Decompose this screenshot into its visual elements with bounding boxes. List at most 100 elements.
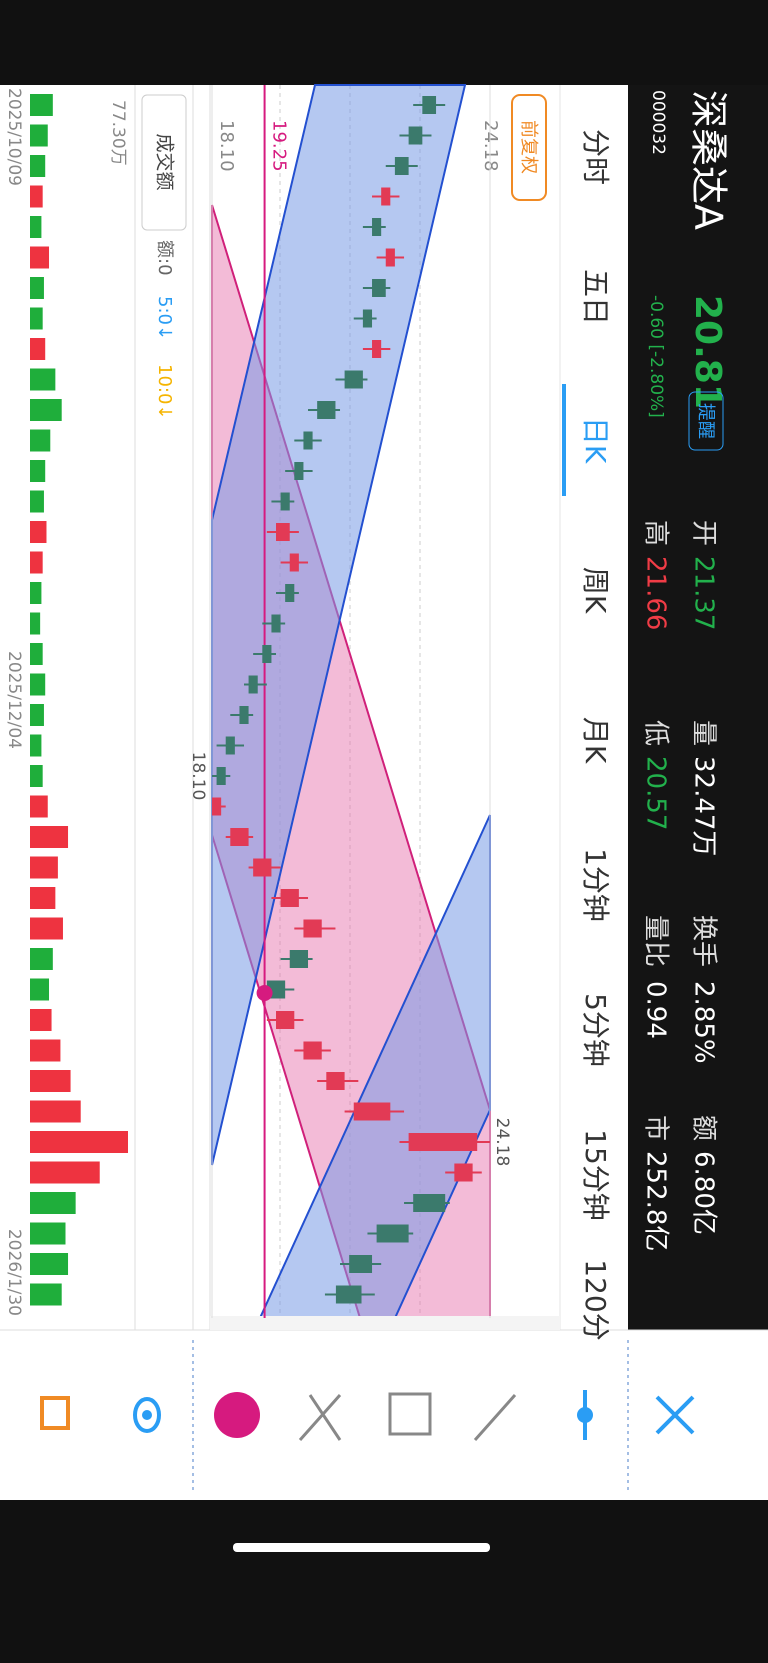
stat-value: 252.8亿 <box>641 1151 671 1251</box>
volume-bar <box>30 490 44 513</box>
candle-body <box>408 126 423 145</box>
stat-value: 21.66 <box>641 556 671 630</box>
volume-bar <box>29 185 43 208</box>
stat-label: 市 <box>641 1115 671 1141</box>
indicator-label[interactable]: 成交额 <box>154 133 176 190</box>
volume-bar <box>29 1100 81 1123</box>
volume-bar <box>30 216 42 238</box>
volume-bar <box>29 673 46 696</box>
date-label: 2026/1/30 <box>4 1229 24 1316</box>
eye-icon[interactable] <box>133 1397 161 1433</box>
anchor-dot[interactable] <box>256 985 273 1001</box>
stat-value: 6.80亿 <box>689 1151 719 1235</box>
volume-bar <box>30 734 42 757</box>
candle-body <box>303 919 322 938</box>
line-tool-icon[interactable] <box>473 1394 517 1441</box>
candle-body <box>239 706 249 724</box>
alert-button[interactable] <box>688 391 724 451</box>
volume-bar <box>29 643 43 665</box>
candle-body <box>372 279 386 297</box>
toolbar-icons <box>40 1340 695 1490</box>
candle-body <box>262 645 272 663</box>
tab[interactable]: 分时 <box>579 129 612 185</box>
stat-label: 低 <box>641 720 671 746</box>
adjust-button[interactable] <box>511 94 547 201</box>
volume-bar <box>30 582 42 604</box>
eye-pupil <box>142 1410 152 1420</box>
volume-bar <box>29 917 63 940</box>
stat-value: 2.85% <box>689 981 719 1064</box>
volume-bar <box>30 1192 76 1214</box>
date-label: 2025/10/09 <box>4 88 24 186</box>
parallel-tool-icon[interactable] <box>298 1394 342 1441</box>
adjust-label[interactable]: 前复权 <box>518 120 539 174</box>
stock-code: 000032 <box>648 90 668 155</box>
color-icon[interactable] <box>214 1392 260 1438</box>
volume-bar <box>30 521 47 543</box>
volume-bar <box>29 460 46 482</box>
tab[interactable]: 5分钟 <box>579 993 612 1067</box>
indicator-button[interactable] <box>141 94 187 231</box>
delete-icon[interactable] <box>40 1396 70 1430</box>
price-change: -0.60 [-2.80%] <box>646 295 666 418</box>
alert-label[interactable]: 提醒 <box>695 403 716 439</box>
indicator-value: 10:0↓ <box>154 364 175 420</box>
tab[interactable]: 日K <box>579 417 612 464</box>
stat-label: 换手 <box>689 915 719 967</box>
candle-body <box>248 675 258 694</box>
volume-bar <box>30 856 58 879</box>
volume-bar <box>29 124 48 147</box>
volume-bar <box>30 246 50 269</box>
tab[interactable]: 月K <box>579 717 612 764</box>
candle-body <box>225 736 235 755</box>
candle-body <box>454 1163 473 1182</box>
rect-tool-icon[interactable] <box>388 1392 432 1436</box>
volume-bar <box>29 155 46 177</box>
candle-body <box>289 950 309 968</box>
stat-label: 量 <box>689 720 719 746</box>
volume-bar <box>30 1070 71 1092</box>
volume-bar <box>30 429 51 452</box>
tab-underline <box>562 384 566 496</box>
y-tick-label: 18.10 <box>216 120 237 172</box>
price: 20.81 <box>687 295 728 409</box>
tab[interactable]: 1分钟 <box>579 848 612 922</box>
candle-body <box>211 797 222 816</box>
candle-body <box>344 370 363 389</box>
volume-bar <box>30 887 56 909</box>
volume-bar <box>30 277 44 299</box>
tab[interactable]: 五日 <box>579 269 612 325</box>
candle-body <box>317 401 336 419</box>
candle-body <box>362 309 373 328</box>
candle-body <box>303 431 313 450</box>
tab[interactable]: 15分钟 <box>579 1129 612 1221</box>
tab[interactable]: 周K <box>579 567 612 614</box>
hline-dot <box>577 1407 593 1423</box>
volume-bar <box>29 338 46 360</box>
stat-value: 20.57 <box>641 756 671 830</box>
stat-label: 量比 <box>641 915 671 967</box>
header-bar <box>628 85 768 1330</box>
volume-bar <box>29 795 48 818</box>
volume-bar <box>29 1253 69 1275</box>
candle-body <box>230 828 249 846</box>
indicator-value: 5:0↓ <box>154 296 175 340</box>
candle-body <box>303 1041 322 1060</box>
tab[interactable]: 120分 <box>579 1259 612 1340</box>
candle-body <box>372 218 382 236</box>
candle-body <box>294 462 304 480</box>
candle-body <box>276 1011 295 1029</box>
close-icon[interactable] <box>655 1395 695 1435</box>
volume-bar <box>29 1039 61 1062</box>
candle-body <box>381 187 391 206</box>
volume-bar <box>30 1161 100 1184</box>
right-margin <box>210 1316 560 1330</box>
candle-body <box>422 96 437 114</box>
stat-label: 额 <box>689 1115 719 1141</box>
volume-bar <box>30 1131 128 1153</box>
candle-body <box>394 157 409 175</box>
volume-bar <box>29 551 43 574</box>
candle-body <box>280 492 290 511</box>
